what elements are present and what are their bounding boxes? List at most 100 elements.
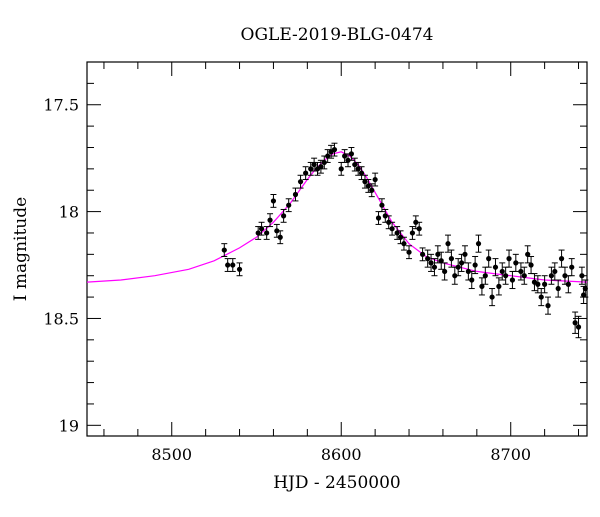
data-point [579,273,585,279]
data-point [258,226,265,232]
data-point [499,268,505,275]
data-point [575,324,582,330]
data-point [535,281,541,287]
data-point [358,170,365,176]
y-axis-label: I magnitude [11,197,31,301]
data-point [255,230,261,236]
data-point [552,268,558,275]
axis-ticks: 8500 8600 8700 17.5 18 18.5 19 [43,62,587,464]
data-point [496,283,502,289]
data-points-group [221,142,589,339]
data-point [545,303,551,309]
data-point [321,159,327,166]
chart-title: OGLE-2019-BLG-0474 [241,25,434,45]
data-point [513,260,519,266]
data-point [538,294,544,300]
data-point [277,234,283,240]
data-point [452,273,458,279]
data-point [465,268,471,275]
data-point [492,264,499,270]
data-point [542,281,548,287]
data-point [562,273,568,279]
model-curve-group [86,151,588,283]
data-point [352,161,358,168]
data-point [409,230,416,236]
x-tick-label: 8500 [151,445,192,464]
data-point [525,251,531,257]
data-point [318,164,324,170]
data-point [270,198,277,204]
data-point [425,256,431,262]
data-point [518,268,524,275]
data-point [331,147,338,153]
data-point [428,260,434,266]
x-tick-label: 8700 [490,445,531,464]
y-tick-label: 19 [59,416,79,435]
data-point [565,281,571,287]
data-point [369,187,375,193]
y-tick-label: 18 [59,203,79,222]
data-point [362,179,368,185]
data-point [274,228,280,234]
plot-area [86,61,588,437]
data-point [521,273,527,279]
data-point [458,260,465,266]
data-point [475,241,482,247]
data-point [221,247,227,253]
data-point [555,285,561,292]
data-point [438,258,444,264]
data-point [264,230,270,236]
x-tick-label: 8600 [321,445,362,464]
data-point [455,264,461,270]
data-point [431,264,438,270]
data-point [472,262,478,268]
data-point [442,268,448,275]
data-point [286,202,292,208]
data-point [394,230,400,236]
data-point [486,256,492,262]
data-point [416,226,422,232]
data-point [338,166,344,172]
data-point [267,217,273,223]
data-point [462,251,468,257]
data-point [406,249,412,255]
data-point [375,215,382,221]
data-point [386,219,392,225]
data-point [342,153,348,159]
data-point [419,251,426,257]
data-point [297,179,304,185]
data-point [372,176,378,183]
data-point [401,241,407,247]
data-point [379,202,385,208]
data-point [355,166,361,172]
data-point [230,262,236,268]
data-point [325,153,331,159]
data-point [225,262,231,268]
data-point [445,241,451,247]
data-point [482,273,488,279]
data-point [311,161,317,168]
data-point [281,213,287,219]
data-point [292,191,299,198]
data-point [582,285,588,292]
data-point [397,234,404,240]
data-point [448,256,455,262]
data-point [469,277,475,283]
data-point [506,256,512,262]
data-point [572,320,578,326]
y-tick-label: 17.5 [43,96,79,115]
data-point [413,219,419,225]
data-point [348,151,355,157]
data-point [548,273,555,279]
y-tick-label: 18.5 [43,309,79,328]
data-point [365,183,371,189]
data-point [479,283,485,289]
data-point [509,277,516,283]
data-point [503,273,509,279]
data-point [558,256,565,262]
data-point [303,170,309,176]
data-point [528,262,534,268]
model-curve [86,151,588,283]
